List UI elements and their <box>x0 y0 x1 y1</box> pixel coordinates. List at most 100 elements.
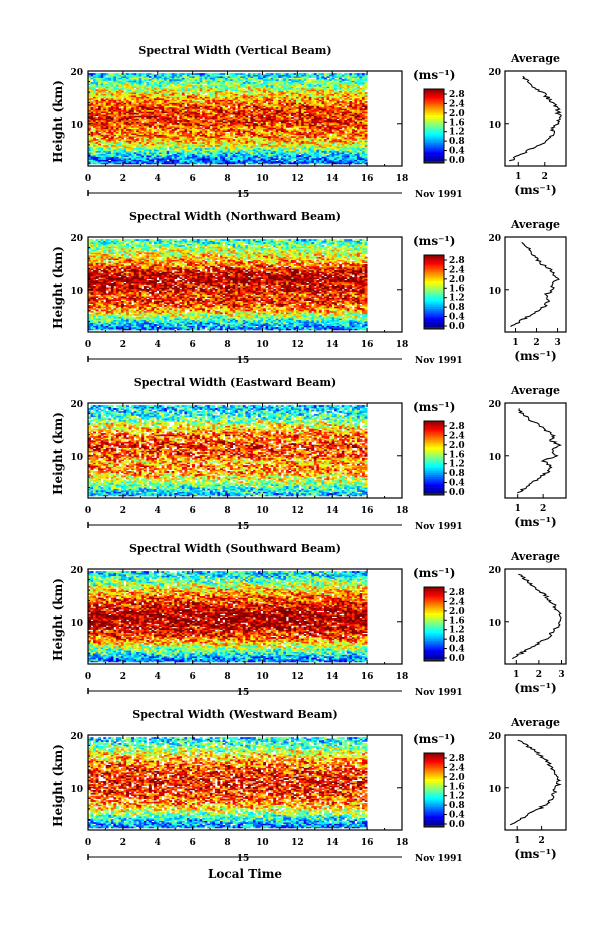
heatmap-cell <box>217 128 221 131</box>
heatmap-cell <box>237 147 241 150</box>
heatmap-cell <box>351 127 355 130</box>
heatmap-cell <box>100 155 104 157</box>
heatmap-cell <box>176 143 180 146</box>
heatmap-cell <box>293 127 297 130</box>
heatmap-cell <box>222 125 226 128</box>
heatmap-cell <box>356 122 360 125</box>
heatmap-cell <box>153 106 157 109</box>
heatmap-cell <box>169 162 173 165</box>
heatmap-cell <box>222 144 226 147</box>
heatmap-cell <box>204 136 208 138</box>
heatmap-cell <box>339 136 343 138</box>
heatmap-cell <box>240 125 244 128</box>
heatmap-cell <box>245 134 249 137</box>
heatmap-cell <box>153 160 157 163</box>
heatmap-cell <box>270 124 274 127</box>
heatmap-cell <box>301 137 305 140</box>
heatmap-cell <box>108 160 112 163</box>
heatmap-cell <box>245 150 249 153</box>
heatmap-cell <box>88 150 91 153</box>
heatmap-cell <box>240 162 244 165</box>
heatmap-cell <box>356 149 360 152</box>
heatmap-cell <box>189 162 193 165</box>
heatmap-cell <box>316 146 320 149</box>
heatmap-cell <box>133 124 137 127</box>
heatmap-cell <box>156 146 160 149</box>
heatmap-cell <box>270 149 274 152</box>
heatmap-cell <box>161 152 165 155</box>
heatmap-cell <box>283 130 287 133</box>
heatmap-cell <box>318 152 322 155</box>
heatmap-cell <box>181 143 185 146</box>
heatmap-cell <box>209 152 213 155</box>
heatmap-cell <box>120 144 124 147</box>
heatmap-cell <box>136 153 140 156</box>
heatmap-cell <box>230 146 234 149</box>
heatmap-cell <box>344 130 348 133</box>
heatmap-cell <box>235 146 239 149</box>
heatmap-cell <box>120 134 124 137</box>
heatmap-cell <box>176 149 180 152</box>
heatmap-cell <box>339 158 343 160</box>
heatmap-cell <box>225 137 228 140</box>
heatmap-cell <box>346 147 350 150</box>
heatmap-cell <box>334 162 338 165</box>
heatmap-cell <box>207 158 211 160</box>
heatmap-cell <box>146 133 150 135</box>
heatmap-cell <box>278 162 282 165</box>
heatmap-cell <box>301 152 305 155</box>
heatmap-cell <box>260 134 264 137</box>
heatmap-cell <box>263 162 267 165</box>
heatmap-cell <box>336 155 340 157</box>
heatmap-cell <box>156 147 160 150</box>
heatmap-cell <box>296 152 299 155</box>
heatmap-cell <box>159 111 162 114</box>
heatmap-cell <box>313 162 317 165</box>
heatmap-cell <box>245 121 249 124</box>
heatmap-cell <box>354 127 358 130</box>
heatmap-cell <box>138 152 142 155</box>
heatmap-cell <box>115 155 119 157</box>
heatmap-cell <box>108 150 112 153</box>
heatmap-cell <box>237 156 241 159</box>
heatmap-cell <box>164 160 168 163</box>
heatmap-cell <box>301 133 305 135</box>
heatmap-cell <box>255 119 259 122</box>
heatmap-cell <box>105 149 109 152</box>
heatmap-cell <box>308 124 312 127</box>
heatmap-cell <box>171 131 175 134</box>
heatmap-cell <box>110 143 114 146</box>
heatmap-cell <box>184 111 188 114</box>
heatmap-cell <box>209 124 213 127</box>
heatmap-cell <box>113 146 117 149</box>
heatmap-cell <box>359 149 363 152</box>
heatmap-cell <box>250 155 254 157</box>
heatmap-cell <box>194 160 198 163</box>
heatmap-cell <box>331 103 335 106</box>
heatmap-cell <box>247 124 251 127</box>
heatmap-cell <box>133 140 137 143</box>
heatmap-cell <box>308 128 312 131</box>
heatmap-cell <box>166 162 170 165</box>
heatmap-cell <box>242 139 246 141</box>
heatmap-cell <box>364 162 368 165</box>
heatmap-cell <box>280 155 284 157</box>
heatmap-cell <box>126 155 129 157</box>
heatmap-cell <box>252 162 256 165</box>
heatmap-cell <box>156 143 160 146</box>
heatmap-cell <box>207 136 211 138</box>
heatmap-cell <box>194 158 198 160</box>
heatmap-cell <box>88 130 91 133</box>
heatmap-cell <box>189 149 193 152</box>
heatmap-cell <box>123 159 127 162</box>
heatmap-cell <box>126 156 129 159</box>
heatmap-cell <box>148 147 152 150</box>
heatmap-cell <box>359 147 363 150</box>
heatmap-cell <box>356 144 360 147</box>
heatmap-cell <box>245 127 249 130</box>
heatmap-cell <box>275 141 279 144</box>
heatmap-cell <box>303 131 307 134</box>
heatmap-cell <box>123 136 127 138</box>
heatmap-cell <box>273 140 277 143</box>
heatmap-cell <box>326 136 330 138</box>
